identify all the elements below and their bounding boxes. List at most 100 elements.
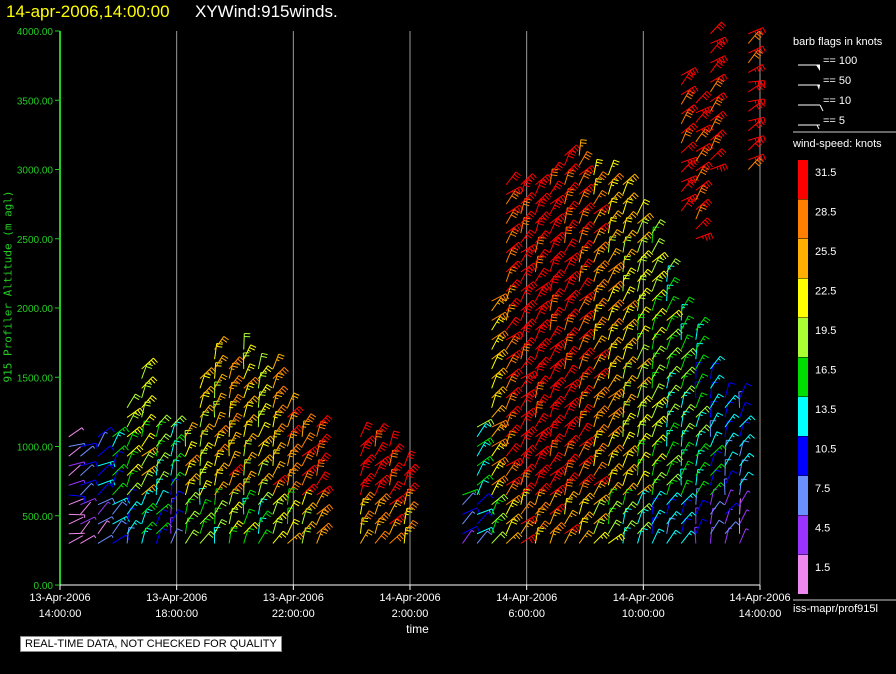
- barb-flag: [502, 458, 507, 465]
- barb-flag: [504, 311, 509, 318]
- barb-half-flag: [747, 455, 751, 458]
- barb-flag: [658, 221, 665, 226]
- barb-flag: [719, 355, 726, 361]
- barb-flag: [306, 456, 313, 461]
- wind-barb: [578, 239, 595, 253]
- wind-barb: [710, 163, 728, 172]
- barb-staff: [141, 446, 156, 457]
- barb-staff: [213, 401, 216, 418]
- speed-swatch-label: 10.5: [815, 444, 836, 456]
- barb-staff: [68, 516, 84, 525]
- barb-flag: [554, 511, 561, 515]
- wind-barb: [141, 451, 155, 467]
- barb-staff: [680, 511, 693, 525]
- barb-half-flag: [525, 524, 529, 528]
- barb-half-flag: [378, 449, 382, 453]
- wind-barb: [637, 306, 652, 321]
- wind-barb: [272, 517, 284, 534]
- wind-barb: [243, 376, 260, 389]
- barb-flag: [132, 434, 139, 438]
- barb-flag: [758, 30, 764, 36]
- barb-flag: [539, 327, 546, 331]
- barb-flag: [489, 456, 494, 462]
- barb-flag: [574, 380, 580, 387]
- barb-flag: [556, 381, 562, 387]
- barb-half-flag: [754, 100, 757, 104]
- wind-barb: [607, 463, 624, 476]
- barb-flag: [540, 453, 547, 457]
- barb-flag: [380, 428, 386, 433]
- barb-flag: [618, 409, 623, 415]
- wind-barb: [506, 186, 524, 196]
- barb-half-flag: [595, 290, 600, 293]
- barb-flag: [545, 211, 552, 217]
- barb-flag: [217, 452, 224, 456]
- barb-flag: [715, 118, 722, 122]
- wind-barb: [578, 511, 595, 525]
- barb-flag: [545, 283, 550, 290]
- barb-flag: [503, 494, 509, 500]
- wind-barb: [505, 279, 522, 292]
- barb-half-flag: [187, 501, 192, 503]
- barb-half-flag: [497, 428, 501, 432]
- barb-flag: [542, 323, 548, 329]
- barb-flag: [634, 173, 640, 179]
- barb-flag: [527, 177, 533, 183]
- wind-barb: [622, 412, 637, 428]
- barb-flag: [697, 468, 704, 471]
- barb-flag: [544, 520, 551, 525]
- barb-staff: [505, 532, 519, 544]
- barb-flag: [526, 234, 532, 239]
- barb-flag: [161, 527, 168, 531]
- barb-flag: [383, 514, 389, 519]
- wind-barb: [564, 168, 576, 185]
- barb-flag: [755, 142, 761, 148]
- barb-flag: [559, 486, 565, 493]
- wind-barb: [709, 450, 722, 467]
- wind-barb: [549, 414, 566, 428]
- wind-barb: [593, 461, 608, 476]
- barb-flag: [748, 471, 754, 476]
- barb-staff: [695, 91, 708, 104]
- wind-barb: [564, 271, 582, 283]
- wind-barb: [535, 319, 552, 331]
- barb-flag: [523, 455, 530, 459]
- barb-flag: [557, 164, 563, 169]
- wind-barb: [476, 474, 494, 486]
- barb-flag: [150, 413, 157, 419]
- barb-flag: [567, 478, 574, 481]
- barb-flag: [589, 293, 594, 299]
- barb-staff: [80, 498, 96, 506]
- barb-half-flag: [203, 485, 208, 488]
- barb-flag: [221, 357, 227, 362]
- wind-barb: [651, 421, 664, 437]
- barb-flag: [556, 454, 563, 459]
- barb-half-flag: [612, 417, 616, 420]
- barb-flag: [264, 405, 271, 410]
- wind-barb: [622, 507, 632, 525]
- barb-flag: [721, 56, 726, 63]
- barb-staff: [257, 460, 264, 476]
- barb-flag: [296, 534, 302, 540]
- barb-staff: [112, 520, 122, 535]
- barb-flag: [572, 382, 577, 388]
- barb-flag: [629, 431, 636, 435]
- barb-flag: [558, 161, 565, 166]
- barb-staff: [491, 461, 501, 476]
- barb-flag: [598, 521, 605, 525]
- barb-half-flag: [643, 273, 647, 277]
- barb-half-flag: [644, 216, 648, 220]
- barb-flag: [523, 329, 530, 333]
- barb-half-flag: [555, 218, 558, 222]
- barb-flag: [582, 339, 589, 343]
- barb-flag: [281, 514, 287, 520]
- barb-flag: [688, 441, 695, 446]
- barb-staff: [170, 528, 178, 544]
- barb-flag: [570, 458, 577, 463]
- barb-staff: [593, 171, 604, 186]
- barb-flag: [260, 372, 267, 374]
- barb-flag: [629, 286, 636, 290]
- barb-staff: [622, 520, 633, 535]
- barb-half-flag: [628, 360, 632, 364]
- barb-flag: [741, 478, 748, 481]
